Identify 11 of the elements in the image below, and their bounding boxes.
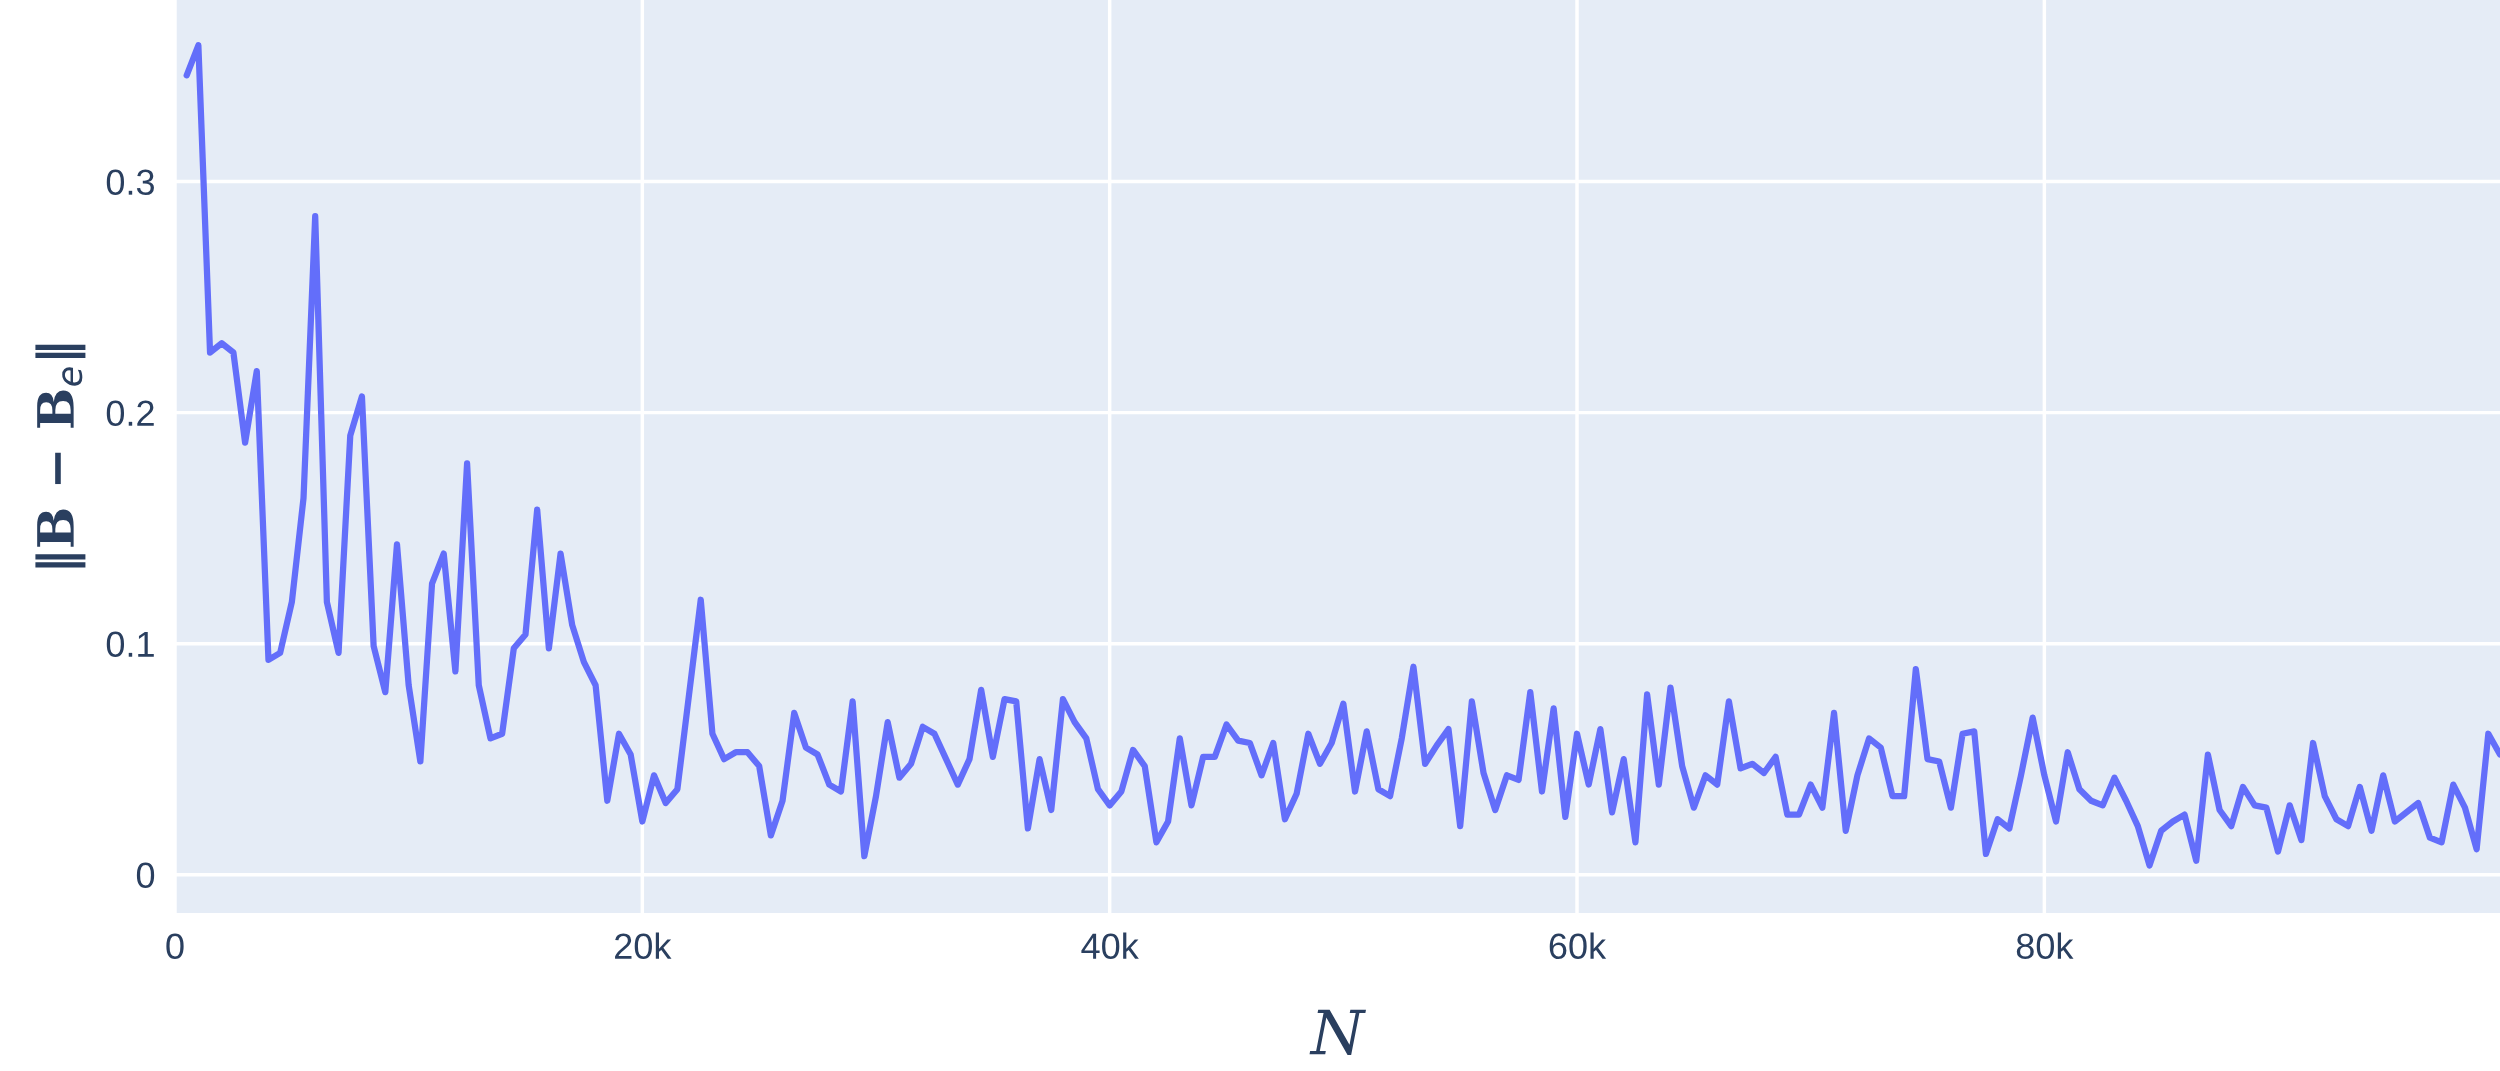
y-tick-label: 0 (136, 862, 155, 889)
x-tick-label: 20k (615, 932, 672, 959)
x-tick-label: 0 (166, 933, 184, 959)
x-tick-label: 80k (2016, 932, 2074, 959)
y-tick-label: 0.3 (106, 169, 154, 196)
y-tick-label: 0.1 (106, 631, 154, 658)
y-tick-label: 0.2 (106, 400, 154, 427)
x-axis-title: N (1309, 1009, 1366, 1056)
x-tick-label: 60k (1549, 932, 1607, 959)
y-axis-title: ‖B − B$_{e}$‖ (35, 344, 86, 568)
x-tick-label: 40k (1081, 932, 1139, 959)
